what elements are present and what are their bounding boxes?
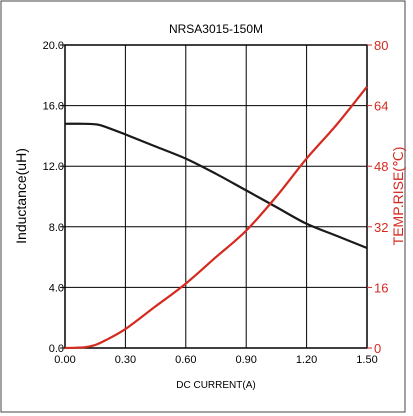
y-right-tick-label: 16 [374, 280, 388, 295]
x-tick-label: 1.20 [296, 354, 317, 366]
y-right-tick-label: 32 [374, 220, 388, 235]
chart-title: NRSA3015-150M [169, 22, 263, 36]
y-left-tick-label: 4.0 [49, 282, 64, 294]
ticks-layer: 0.00 0.30 0.60 0.90 1.20 1.50 0.0 4.0 8.0 12.0 16.… [43, 38, 389, 366]
x-tick-label: 0.30 [115, 354, 136, 366]
temp-rise-curve [64, 86, 368, 350]
y-axis-right-label: TEMP.RISE(℃) [390, 147, 406, 246]
y-left-tick-label: 12.0 [43, 161, 64, 173]
y-left-tick-label: 0.0 [49, 343, 64, 355]
series-layer [64, 86, 368, 350]
x-tick-label: 0.90 [235, 354, 256, 366]
y-right-tick-label: 80 [374, 38, 388, 53]
x-tick-label: 0.60 [175, 354, 196, 366]
inductance-curve [64, 122, 368, 250]
y-axis-left-label: Inductance(uH) [13, 148, 29, 244]
plot-area [64, 44, 368, 349]
y-right-tick-label: 64 [374, 99, 388, 114]
grid [65, 45, 367, 348]
y-left-tick-label: 8.0 [49, 222, 64, 234]
y-left-tick-label: 20.0 [43, 40, 64, 52]
x-axis-label: DC CURRENT(A) [176, 380, 255, 391]
y-right-tick-label: 0 [374, 341, 381, 356]
x-tick-label: 1.50 [356, 354, 377, 366]
y-right-tick-label: 48 [374, 159, 388, 174]
y-left-tick-label: 16.0 [43, 101, 64, 113]
x-tick-label: 0.00 [54, 354, 75, 366]
